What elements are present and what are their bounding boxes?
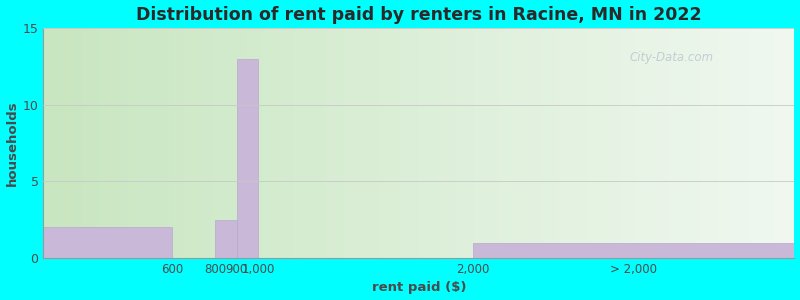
X-axis label: rent paid ($): rent paid ($)	[372, 281, 466, 294]
Text: City-Data.com: City-Data.com	[630, 51, 714, 64]
Title: Distribution of rent paid by renters in Racine, MN in 2022: Distribution of rent paid by renters in …	[136, 6, 702, 24]
Bar	[473, 243, 794, 258]
Bar	[43, 227, 172, 258]
Bar	[215, 220, 237, 258]
Bar	[237, 58, 258, 258]
Y-axis label: households: households	[6, 100, 18, 186]
